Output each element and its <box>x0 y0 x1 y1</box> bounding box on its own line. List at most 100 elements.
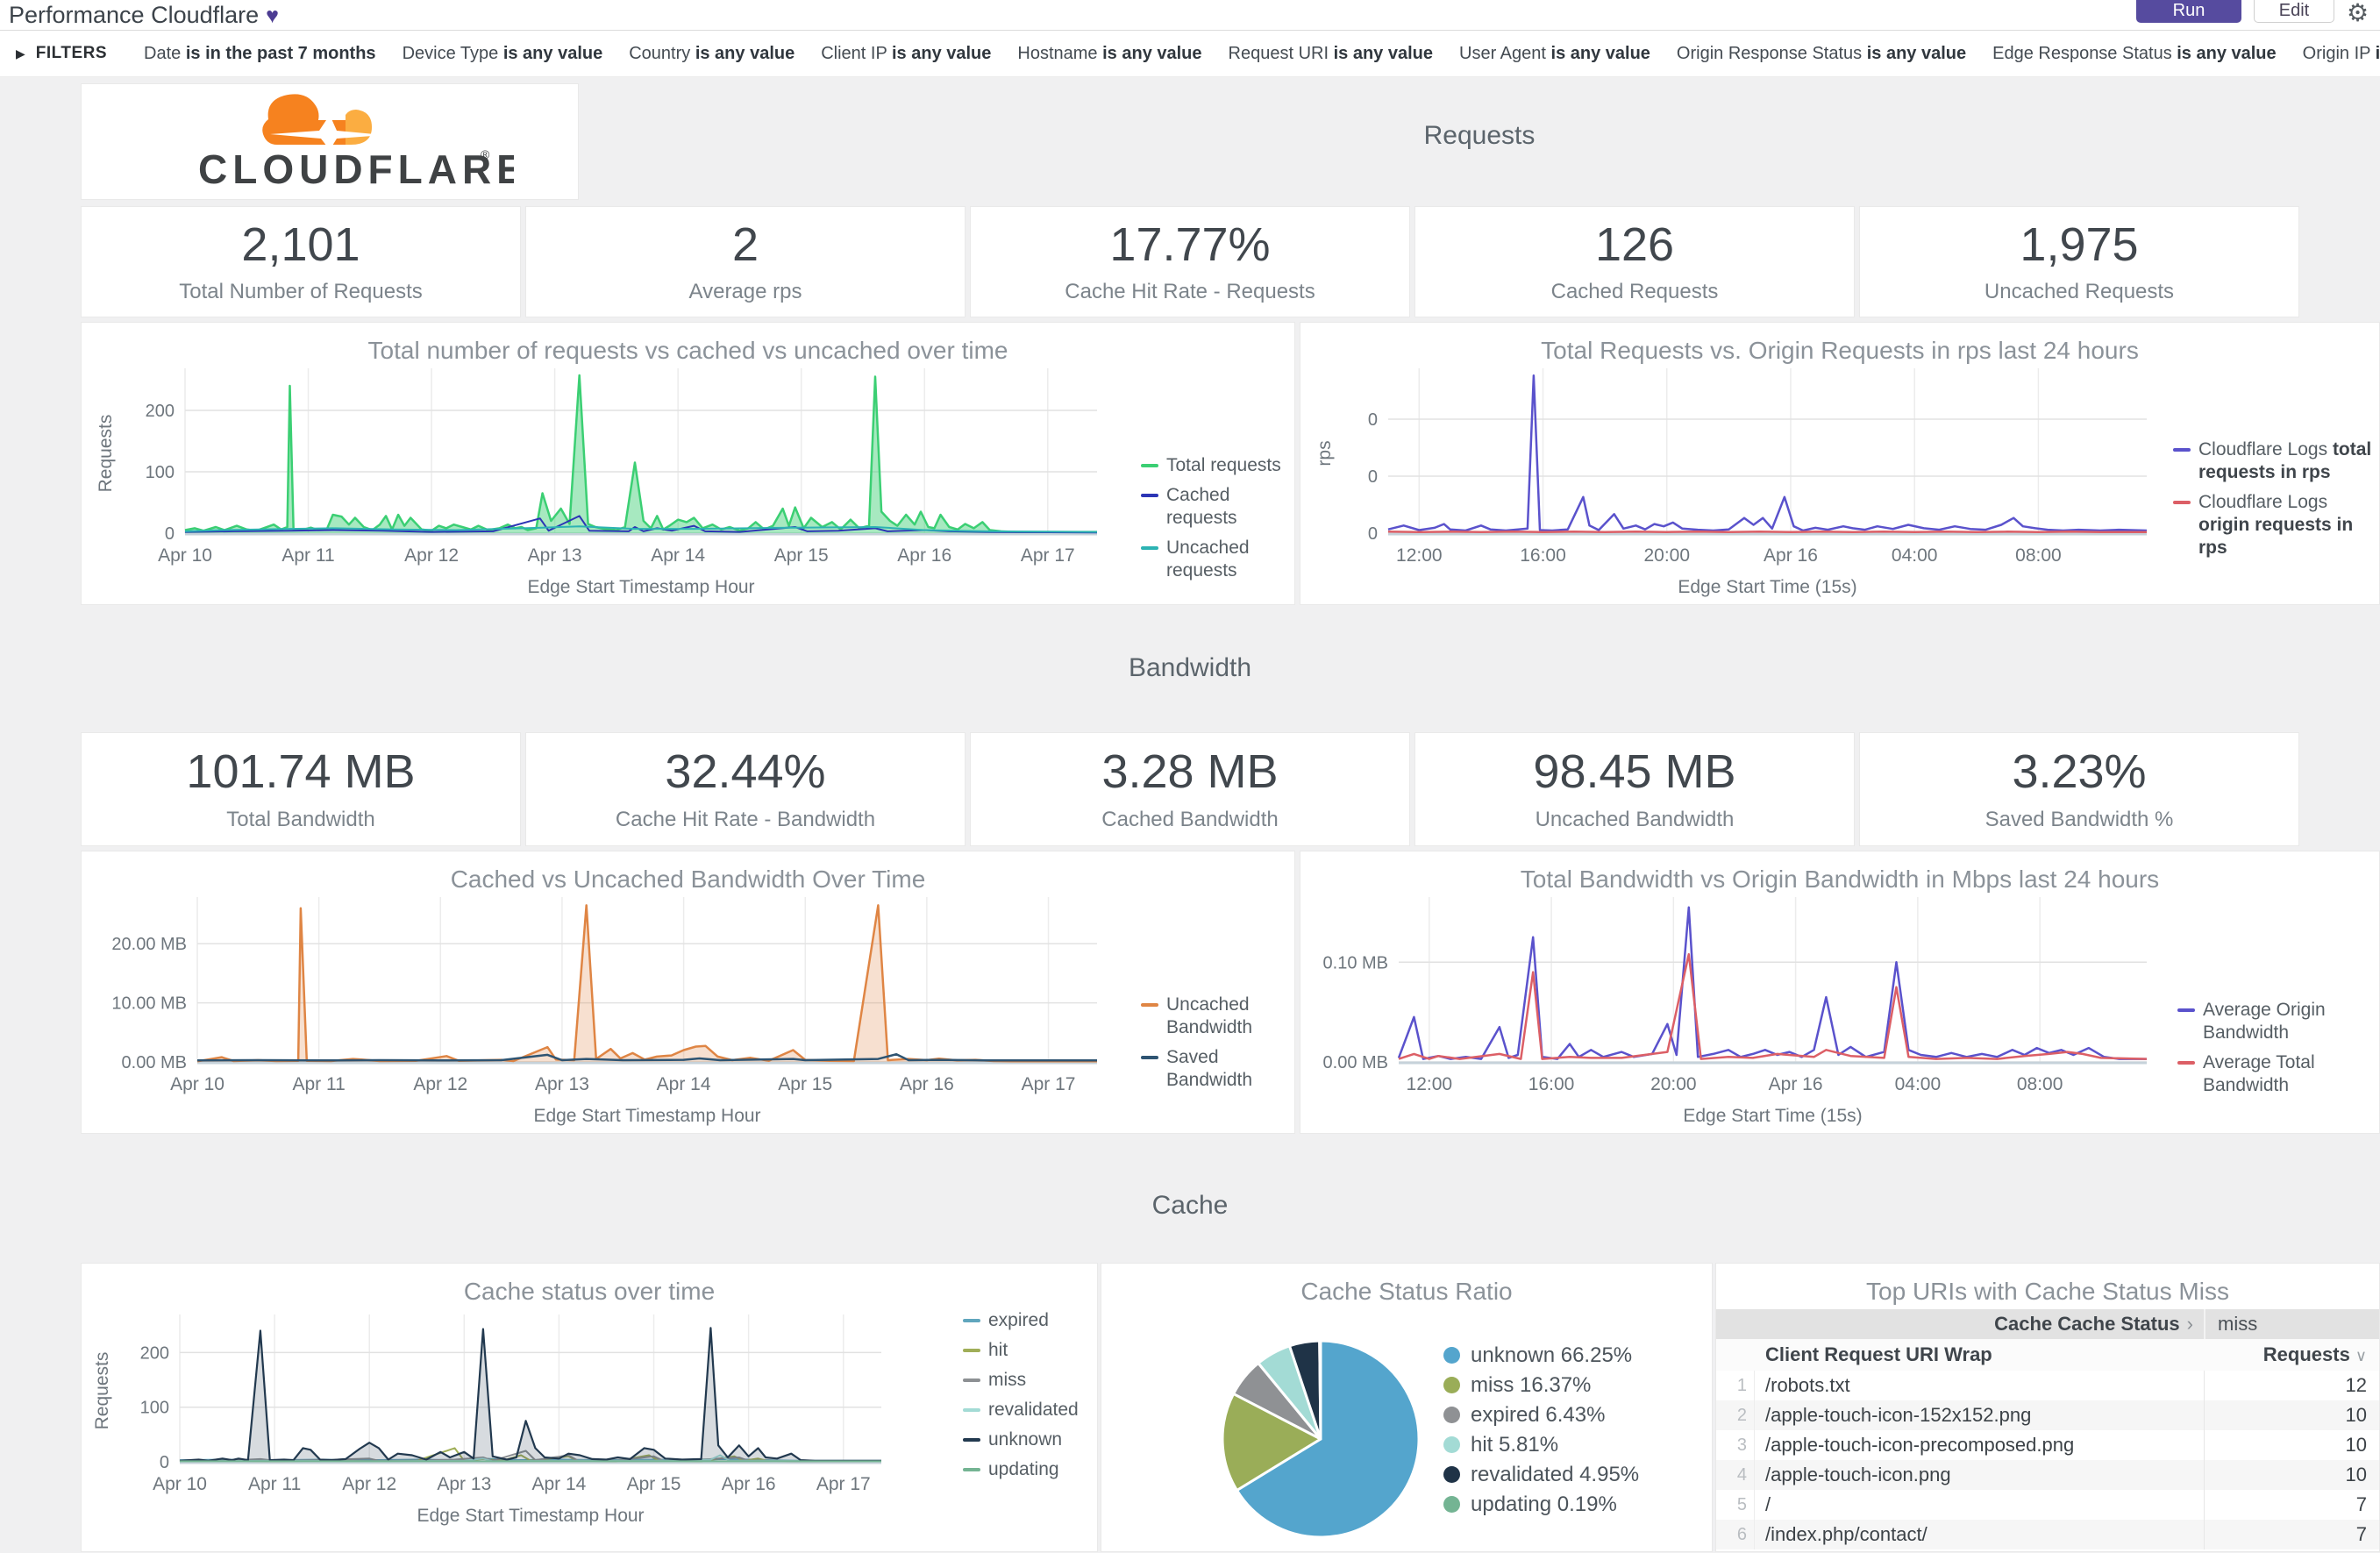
legend-item-saved-bandwidth[interactable]: Saved Bandwidth <box>1141 1046 1294 1092</box>
uri-cell[interactable]: /robots.txt <box>1765 1374 1850 1396</box>
svg-text:16:00: 16:00 <box>1520 545 1566 566</box>
filter-bar: ▶ FILTERS Date is in the past 7 months De… <box>0 31 2380 77</box>
svg-text:Apr 16: Apr 16 <box>900 1074 954 1094</box>
table-row[interactable]: 5 / 7 <box>1716 1490 2379 1520</box>
legend-item-expired[interactable]: expired <box>963 1309 1079 1332</box>
filter-date[interactable]: Date is in the past 7 months <box>144 43 376 63</box>
bandwidth-over-time-plot[interactable]: Apr 10 Apr 11 Apr 12 Apr 13 Apr 14 Apr 15 Apr … <box>82 851 1296 1135</box>
table-row[interactable]: 6/index.php/contact/7 <box>1716 1520 2379 1549</box>
run-button[interactable]: Run <box>2136 0 2241 23</box>
filter-request-uri[interactable]: Request URI is any value <box>1228 43 1433 63</box>
legend-item-revalidated[interactable]: revalidated <box>963 1399 1079 1421</box>
chart-card-rps-24h: Total Requests vs. Origin Requests in rp… <box>1300 322 2380 605</box>
svg-text:10.00 MB: 10.00 MB <box>111 994 187 1014</box>
svg-text:12:00: 12:00 <box>1407 1074 1453 1094</box>
pie-slice-miss[interactable] <box>1221 1392 1322 1492</box>
legend-swatch <box>963 1319 980 1322</box>
legend-item-updating[interactable]: updating <box>963 1458 1079 1481</box>
legend-dot <box>1443 1466 1460 1483</box>
pie-slice-updating[interactable] <box>1318 1339 1322 1441</box>
kpi-label: Total Number of Requests <box>179 280 423 304</box>
cache-ratio-legend[interactable]: unknown 66.25% miss 16.37% expired 6.43% hi… <box>1443 1344 1639 1523</box>
legend-item-total-requests[interactable]: Total requests <box>1141 454 1294 477</box>
column-header-requests[interactable]: Requests ∨ <box>2262 1343 2367 1365</box>
kpi-label: Cache Hit Rate - Requests <box>1065 280 1315 304</box>
svg-text:Apr 13: Apr 13 <box>535 1074 589 1094</box>
table-row[interactable]: 3/apple-touch-icon-precomposed.png 10 <box>1716 1430 2379 1460</box>
legend-label: miss <box>988 1370 1027 1390</box>
requests-cell: 7 <box>2204 1520 2379 1549</box>
chart-card-bandwidth-over-time: Cached vs Uncached Bandwidth Over Time A… <box>81 851 1295 1134</box>
filter-user-agent[interactable]: User Agent is any value <box>1459 43 1650 63</box>
sort-desc-icon: ∨ <box>2355 1347 2367 1364</box>
table-title: Top URIs with Cache Status Miss <box>1866 1278 2229 1305</box>
requests-cell: 10 <box>2204 1430 2379 1460</box>
legend-item-unknown[interactable]: unknown <box>963 1428 1079 1451</box>
pie-legend-item-hit[interactable]: hit 5.81% <box>1443 1434 1639 1457</box>
legend-item-uncached-bandwidth[interactable]: Uncached Bandwidth <box>1141 994 1294 1039</box>
section-title-cache: Cache <box>1151 1191 1229 1220</box>
chart-card-cache-status-over-time: Cache status over time Apr 10 Apr 11 Apr 1… <box>81 1263 1098 1552</box>
pie-legend-item-revalidated[interactable]: revalidated 4.95% <box>1443 1464 1639 1486</box>
legend-label: expired 6.43% <box>1471 1403 1606 1427</box>
uri-cell[interactable]: /apple-touch-icon-precomposed.png <box>1765 1434 2075 1456</box>
svg-text:100: 100 <box>140 1399 169 1418</box>
bandwidth-24h-plot[interactable]: 12:00 16:00 20:00 Apr 16 04:00 08:00 0.00 MB 0.… <box>1300 851 2380 1135</box>
edit-button[interactable]: Edit <box>2254 0 2334 23</box>
table-row[interactable]: 1/robots.txt 12 <box>1716 1371 2379 1400</box>
filter-device-type[interactable]: Device Type is any value <box>402 43 603 63</box>
chart-card-requests-over-time: Total number of requests vs cached vs un… <box>81 322 1295 605</box>
legend-item-average-total-bandwidth[interactable]: Average Total Bandwidth <box>2177 1051 2379 1097</box>
table-row[interactable]: 4/apple-touch-icon.png 10 <box>1716 1460 2379 1490</box>
legend-item-average-origin-bandwidth[interactable]: Average Origin Bandwidth <box>2177 999 2379 1044</box>
pie-legend-item-updating[interactable]: updating 0.19% <box>1443 1493 1639 1516</box>
legend-item-miss[interactable]: miss <box>963 1369 1079 1392</box>
legend-item-cloudflare-logs[interactable]: Cloudflare Logs total requests in rps <box>2173 438 2375 484</box>
gear-icon[interactable]: ⚙ <box>2347 0 2369 26</box>
svg-text:0: 0 <box>1368 410 1378 430</box>
filters-toggle[interactable]: ▶ FILTERS <box>16 44 108 62</box>
pivot-field[interactable]: Cache Cache Status › <box>1994 1313 2193 1335</box>
cloudflare-cloud-icon <box>262 93 384 150</box>
uri-cell[interactable]: /apple-touch-icon-152x152.png <box>1765 1404 2032 1426</box>
legend-swatch <box>1141 1056 1158 1059</box>
uri-cell[interactable]: /index.php/contact/ <box>1765 1523 1928 1545</box>
legend-label: Average Origin Bandwidth <box>2203 1000 2326 1043</box>
cache-ratio-pie[interactable] <box>1101 1264 1714 1553</box>
filter-hostname[interactable]: Hostname is any value <box>1017 43 1202 63</box>
table-row[interactable]: 2/apple-touch-icon-152x152.png 10 <box>1716 1400 2379 1430</box>
pie-legend-item-miss[interactable]: miss 16.37% <box>1443 1374 1639 1397</box>
uri-cell[interactable]: / <box>1765 1493 1771 1515</box>
pie-slice-unknown[interactable] <box>1236 1339 1421 1539</box>
row-number: 1 <box>1716 1371 1755 1400</box>
filter-origin-response-status[interactable]: Origin Response Status is any value <box>1676 43 1967 63</box>
svg-text:0.00 MB: 0.00 MB <box>1323 1053 1388 1072</box>
legend-item-cloudflare-logs[interactable]: Cloudflare Logs origin requests in rps <box>2173 491 2375 559</box>
cache-status-plot[interactable]: Apr 10 Apr 11 Apr 12 Apr 13 Apr 14 Apr 15 Apr … <box>82 1264 1099 1553</box>
legend-swatch <box>963 1349 980 1352</box>
column-header-uri[interactable]: Client Request URI Wrap <box>1765 1343 1992 1365</box>
filter-client-ip[interactable]: Client IP is any value <box>821 43 992 63</box>
cache-status-legend[interactable]: expired hit miss revalidated unknown updating <box>963 1309 1079 1488</box>
legend-label: Uncached Bandwidth <box>1166 994 1253 1037</box>
requests-chart-legend[interactable]: Total requests Cached requests Uncached re… <box>1141 454 1294 589</box>
legend-item-cached-requests[interactable]: Cached requests <box>1141 484 1294 530</box>
svg-text:Apr 10: Apr 10 <box>153 1474 207 1494</box>
rps-chart-legend[interactable]: Cloudflare Logs total requests in rps Clo… <box>2173 438 2375 566</box>
rps-24h-plot[interactable]: 12:00 16:00 20:00 Apr 16 04:00 08:00 0 0 0 rps Edg… <box>1300 323 2380 606</box>
table-header-row: Client Request URI Wrap Requests ∨ <box>1716 1339 2379 1371</box>
bandwidth-24h-legend[interactable]: Average Origin Bandwidth Average Total Ba… <box>2177 999 2379 1104</box>
legend-item-hit[interactable]: hit <box>963 1339 1079 1362</box>
pie-legend-item-expired[interactable]: expired 6.43% <box>1443 1404 1639 1427</box>
filter-country[interactable]: Country is any value <box>629 43 795 63</box>
filter-origin-ip[interactable]: Origin IP is any value <box>2302 43 2380 63</box>
filter-edge-response-status[interactable]: Edge Response Status is any value <box>1992 43 2277 63</box>
svg-text:0.00 MB: 0.00 MB <box>122 1053 187 1072</box>
kpi-value: 2,101 <box>241 217 360 271</box>
svg-text:Edge Start Time (15s): Edge Start Time (15s) <box>1678 577 1856 597</box>
pie-legend-item-unknown[interactable]: unknown 66.25% <box>1443 1344 1639 1367</box>
legend-item-uncached-requests[interactable]: Uncached requests <box>1141 537 1294 582</box>
bandwidth-chart-legend[interactable]: Uncached Bandwidth Saved Bandwidth <box>1141 994 1294 1099</box>
requests-over-time-plot[interactable]: Apr 10 Apr 11 Apr 12 Apr 13 Apr 14 Apr 15 Apr … <box>82 323 1296 606</box>
uri-cell[interactable]: /apple-touch-icon.png <box>1765 1464 1951 1485</box>
